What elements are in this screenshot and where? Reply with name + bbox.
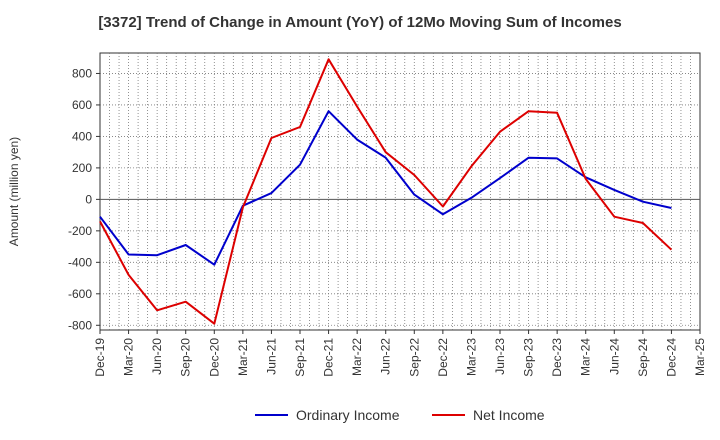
- y-tick-label: -800: [68, 318, 92, 332]
- legend-label: Net Income: [473, 407, 545, 423]
- y-axis-label: Amount (million yen): [7, 137, 21, 246]
- x-tick-label: Dec-21: [322, 338, 336, 377]
- y-tick-label: -400: [68, 255, 92, 269]
- x-tick-label: Jun-22: [379, 338, 393, 375]
- x-tick-label: Mar-23: [464, 338, 478, 376]
- x-tick-label: Jun-20: [150, 338, 164, 375]
- x-tick-label: Jun-24: [607, 338, 621, 375]
- x-tick-label: Sep-23: [522, 338, 536, 377]
- series-line-net-income: [99, 58, 673, 325]
- x-tick-label: Sep-20: [179, 338, 193, 377]
- x-tick-label: Dec-22: [436, 338, 450, 377]
- x-tick-label: Sep-22: [407, 338, 421, 377]
- x-tick-label: Mar-21: [236, 338, 250, 376]
- x-tick-label: Jun-21: [264, 338, 278, 375]
- x-tick-label: Jun-23: [493, 338, 507, 375]
- y-tick-label: 600: [72, 98, 92, 112]
- y-tick-label: 400: [72, 129, 92, 143]
- x-tick-label: Mar-22: [350, 338, 364, 376]
- x-tick-label: Dec-24: [664, 338, 678, 377]
- x-tick-label: Mar-24: [579, 338, 593, 376]
- x-tick-label: Dec-23: [550, 338, 564, 377]
- legend-label: Ordinary Income: [296, 407, 400, 423]
- x-tick-label: Mar-25: [693, 338, 707, 376]
- x-tick-label: Dec-20: [207, 338, 221, 377]
- series-line-ordinary-income: [99, 110, 672, 266]
- y-tick-label: 200: [72, 161, 92, 175]
- x-tick-label: Sep-24: [636, 338, 650, 377]
- x-tick-label: Mar-20: [122, 338, 136, 376]
- y-tick-label: -600: [68, 287, 92, 301]
- x-tick-label: Dec-19: [93, 338, 107, 377]
- plot-area: [99, 52, 701, 331]
- y-tick-label: 800: [72, 66, 92, 80]
- y-tick-label: 0: [85, 192, 92, 206]
- chart-title: [3372] Trend of Change in Amount (YoY) o…: [98, 14, 622, 31]
- x-tick-label: Sep-21: [293, 338, 307, 377]
- y-tick-label: -200: [68, 224, 92, 238]
